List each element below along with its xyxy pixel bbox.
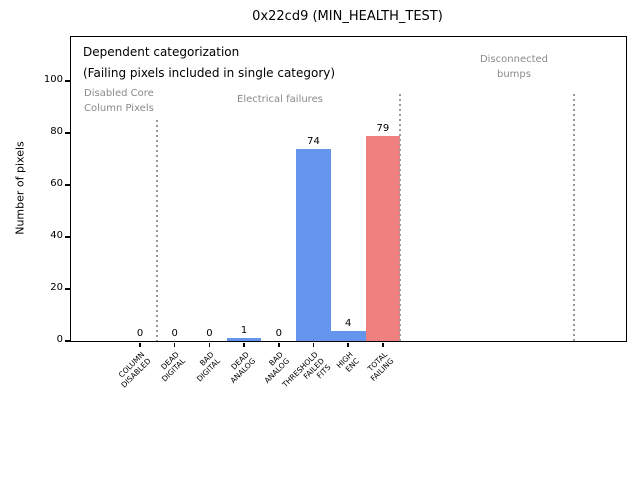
y-tick-label: 100 [43,74,63,86]
region-label-disabled-core-column-pixels: Disabled Core Column Pixels [84,88,154,114]
bar-value-label: 0 [206,328,213,339]
x-tick-mark [347,343,349,347]
bar [296,148,331,341]
x-tick-label-text: DEAD ANALOG [228,350,257,386]
separator-dotted-line [156,120,159,341]
bar-value-label: 74 [307,135,320,147]
x-tick-label-text: DEAD DIGITAL [159,350,188,384]
y-tick-mark [64,132,70,134]
x-tick-mark [208,343,211,347]
y-tick-mark [64,288,70,290]
bar-value-label: 1 [240,325,248,337]
x-tick-mark [243,343,245,347]
separator-dotted-line [572,94,575,341]
y-tick-label: 0 [56,334,63,345]
x-tick-mark [382,343,384,347]
x-tick-label-text: TOTAL FAILING [366,350,396,384]
bar-value-label: 0 [171,328,178,339]
bar [365,135,401,341]
y-tick-mark [64,80,70,82]
bar [330,330,366,341]
x-tick-mark [173,343,176,347]
bar [226,338,262,341]
annotation-dependent-categorization: Dependent categorization [83,45,240,59]
annotation-failing-pixels-note: (Failing pixels included in single categ… [83,66,336,80]
x-tick-label-text: COLUMN DISABLED [116,350,153,390]
x-tick-mark [139,343,141,347]
y-tick-label: 80 [50,126,63,138]
x-tick-label-text: HIGH ENC [334,350,361,374]
x-tick-mark [278,343,280,347]
x-tick-mark [312,343,315,347]
x-tick-label-text: THRESHOLD FAILED FITS [280,350,333,390]
plot-area: Dependent categorization (Failing pixels… [44,36,627,389]
y-tick-mark [64,236,70,238]
separator-dotted-line [399,94,402,341]
y-tick-mark [64,340,70,342]
bar-value-label: 4 [345,317,352,329]
bar-value-label: 0 [136,328,144,339]
bar-value-label: 79 [376,122,390,134]
bar-value-label: 0 [275,328,282,339]
y-tick-label: 40 [50,230,63,242]
y-tick-label: 20 [50,282,63,294]
region-label-disconnected-bumps: Disconnected bumps [479,54,549,80]
x-tick-label-text: BAD DIGITAL [195,350,223,384]
y-tick-mark [64,184,70,186]
y-tick-label: 60 [50,178,63,190]
region-label-electrical-failures: Electrical failures [237,94,323,105]
chart-title: 0x22cd9 (MIN_HEALTH_TEST) [252,9,443,24]
